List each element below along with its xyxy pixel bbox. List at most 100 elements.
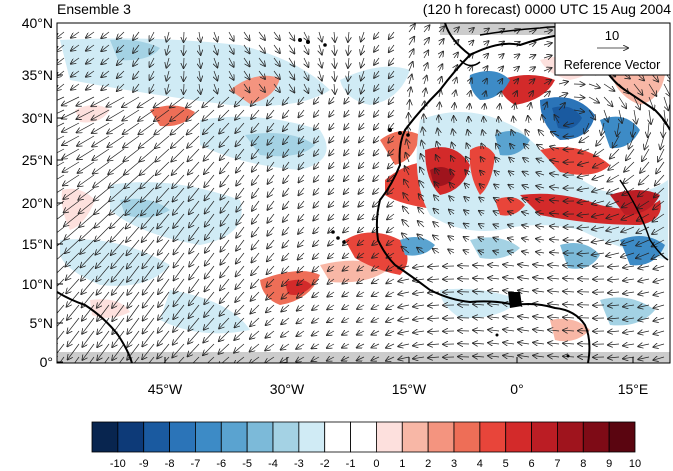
wind-vector	[299, 135, 305, 143]
wind-vector	[107, 122, 125, 134]
wind-vector	[358, 213, 365, 220]
wind-vector	[389, 31, 395, 39]
wind-vector	[658, 148, 665, 162]
wind-vector	[220, 174, 230, 187]
wind-vector	[171, 135, 185, 148]
wind-vector	[252, 200, 260, 211]
wind-vector	[109, 174, 125, 188]
wind-vector	[621, 226, 635, 232]
wind-vector	[464, 197, 469, 201]
wind-vector	[251, 278, 260, 288]
wind-vector	[281, 304, 290, 312]
colorbar-tick-label: -4	[268, 458, 278, 470]
wind-vector	[344, 148, 349, 155]
wind-vector	[403, 207, 410, 215]
wind-vector	[632, 122, 634, 137]
wind-vector	[93, 161, 110, 174]
wind-vector	[236, 187, 245, 199]
wind-vector	[513, 117, 514, 124]
wind-vector	[374, 148, 380, 155]
wind-vector	[314, 122, 319, 130]
wind-vector	[312, 318, 320, 323]
wind-vector	[155, 135, 170, 148]
wind-vector	[205, 200, 215, 214]
colorbar-swatch	[298, 421, 326, 453]
wind-vector	[243, 31, 250, 40]
wind-vector	[652, 226, 665, 234]
wind-vector	[214, 83, 217, 93]
wind-vector	[638, 331, 650, 333]
wind-vector	[142, 252, 155, 268]
wind-vector	[398, 292, 410, 294]
wind-vector	[57, 317, 65, 332]
wind-vector	[108, 148, 125, 161]
wind-vector	[157, 343, 170, 358]
wind-vector	[389, 109, 395, 117]
wind-vector	[623, 279, 635, 281]
wind-vector	[157, 213, 170, 228]
wind-vector	[654, 187, 665, 197]
wind-vector	[157, 200, 170, 215]
wind-vector	[344, 109, 349, 117]
wind-vector	[480, 171, 484, 175]
wind-vector	[413, 344, 425, 346]
wind-vector	[157, 187, 170, 202]
wind-vector	[329, 148, 334, 156]
lat-label: 35°N	[22, 67, 53, 83]
colorbar-tick-label: 5	[503, 458, 509, 470]
wind-vector	[138, 122, 155, 134]
wind-vector	[592, 214, 605, 217]
wind-vector	[154, 109, 170, 121]
wind-vector	[171, 122, 185, 135]
wind-vector	[127, 291, 140, 308]
wind-vector	[623, 174, 635, 183]
wind-vector	[509, 158, 514, 162]
wind-vector	[89, 356, 95, 363]
wind-vector	[327, 305, 335, 310]
island	[495, 333, 499, 337]
wind-vector	[543, 30, 552, 32]
wind-vector	[403, 193, 410, 202]
wind-vector	[603, 83, 614, 91]
wind-vector	[518, 316, 530, 318]
wind-vector	[107, 96, 125, 107]
wind-vector	[424, 63, 428, 72]
wind-vector	[514, 67, 519, 71]
wind-vector	[518, 277, 530, 279]
wind-vector	[328, 226, 335, 233]
wind-vector	[608, 266, 620, 267]
wind-vector	[499, 91, 501, 97]
wind-vector	[283, 135, 290, 144]
wind-vector	[299, 161, 305, 169]
wind-vector	[428, 279, 440, 280]
wind-vector	[386, 344, 395, 348]
wind-vector	[57, 57, 65, 64]
wind-vector	[101, 44, 110, 51]
wind-vector	[361, 57, 364, 68]
wind-vector	[258, 44, 265, 53]
wind-vector	[494, 224, 500, 227]
lat-label: 0°	[40, 354, 53, 370]
wind-vector	[273, 31, 280, 40]
wind-vector	[127, 252, 140, 269]
wind-vector	[439, 77, 442, 85]
wind-vector	[449, 196, 454, 201]
wind-vector	[484, 54, 488, 58]
wind-vector	[65, 252, 80, 267]
wind-vector	[94, 187, 110, 201]
wind-vector	[508, 212, 515, 215]
wind-vector	[508, 238, 515, 240]
wind-vector	[236, 239, 245, 251]
wind-vector	[319, 83, 322, 94]
wind-vector	[418, 208, 425, 215]
lat-label: 20°N	[22, 195, 53, 211]
wind-vector	[57, 226, 65, 234]
wind-vector	[548, 265, 560, 266]
wind-vector	[214, 31, 217, 41]
wind-vector	[265, 356, 275, 363]
wind-vector	[312, 291, 320, 297]
wind-vector	[267, 213, 275, 223]
wind-vector	[434, 209, 440, 214]
wind-vector	[166, 57, 169, 68]
wind-vector	[359, 135, 364, 142]
